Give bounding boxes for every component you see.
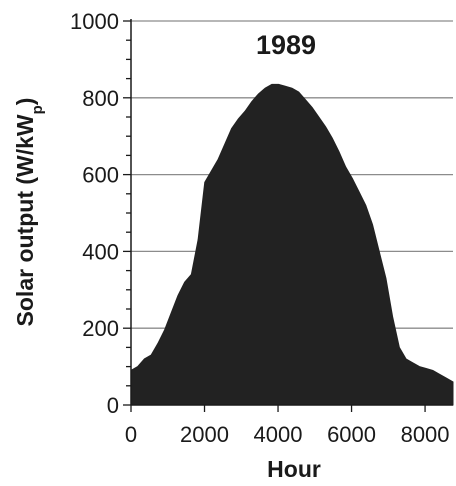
x-tick-label-0: 0 (125, 422, 137, 447)
y-tick-label-0: 0 (107, 393, 119, 418)
x-axis-title: Hour (267, 456, 321, 482)
x-tick-label-1: 2000 (180, 422, 229, 447)
y-tick-label-4: 800 (82, 86, 119, 111)
x-tick-label-3: 6000 (327, 422, 376, 447)
y-axis-title-close: ) (12, 98, 38, 106)
tick-marks (123, 20, 426, 412)
axes (130, 19, 453, 406)
y-tick-label-2: 400 (82, 239, 119, 264)
chart-title: 1989 (256, 30, 316, 60)
y-tick-label-1: 200 (82, 316, 119, 341)
y-tick-label-5: 1000 (70, 9, 119, 34)
y-tick-label-3: 600 (82, 163, 119, 188)
x-tick-label-2: 4000 (254, 422, 303, 447)
data-series (130, 83, 454, 406)
tick-labels: 0 200 400 600 800 1000 0 2000 4000 6000 8000 (70, 9, 449, 447)
y-axis-title-main: Solar output (W/kW (12, 114, 38, 326)
y-axis-title-subscript: p (29, 105, 46, 114)
series-area (130, 83, 454, 406)
x-tick-label-4: 8000 (401, 422, 450, 447)
y-axis-title: Solar output (W/kWp) (12, 98, 46, 327)
